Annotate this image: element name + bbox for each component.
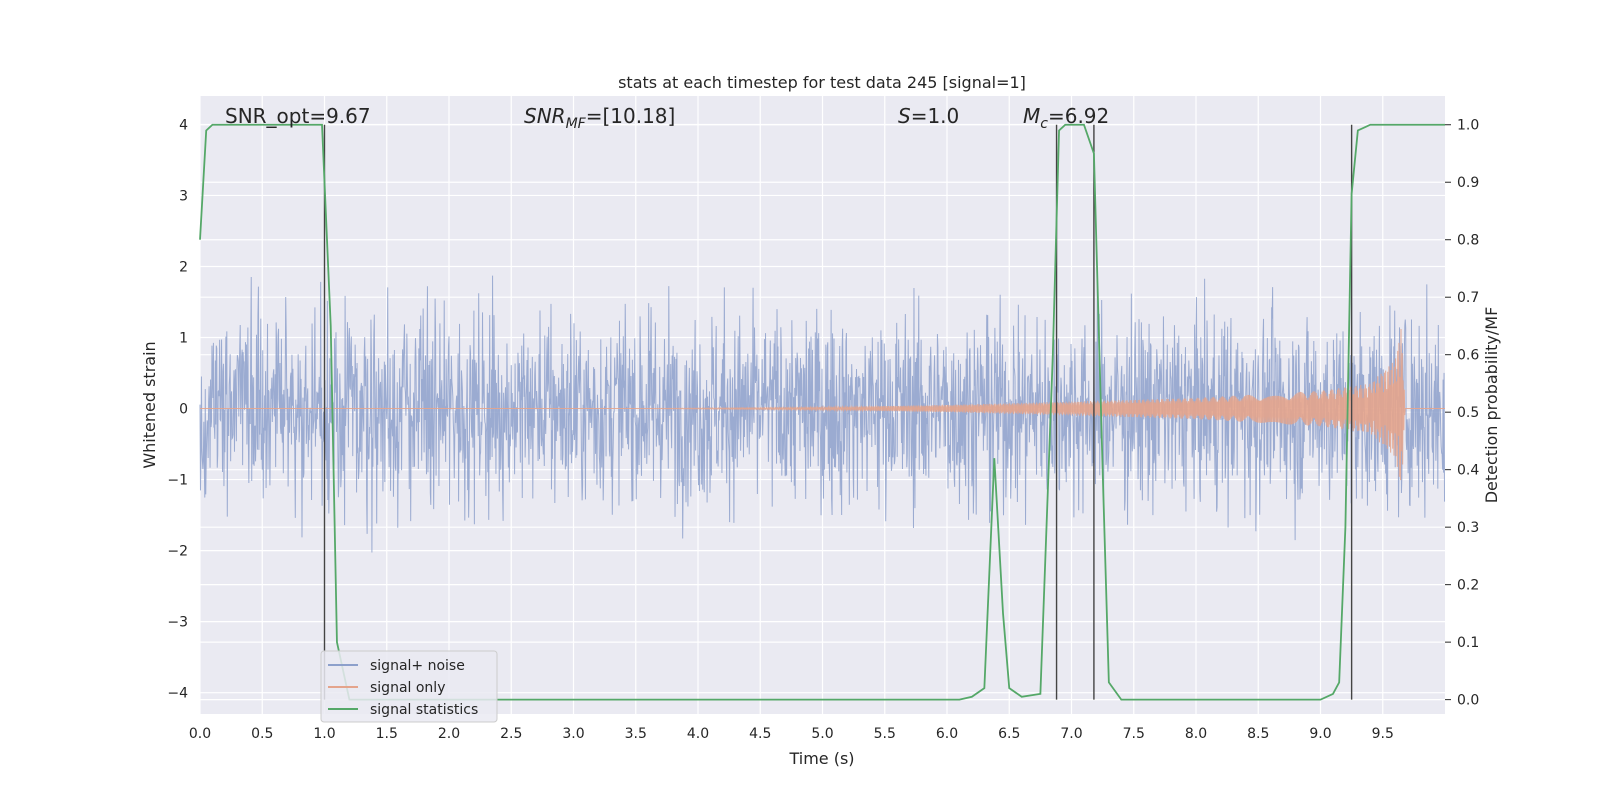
x-tick-label: 5.0 — [811, 726, 833, 742]
y2-tick-label: 0.9 — [1457, 175, 1479, 191]
x-tick-label: 7.5 — [1123, 726, 1145, 742]
legend-label-signal-noise: signal+ noise — [370, 658, 465, 674]
x-tick-label: 3.5 — [625, 726, 647, 742]
y2-tick-label: 0.6 — [1457, 348, 1479, 364]
y-tick-label: −4 — [167, 686, 188, 702]
x-tick-label: 4.5 — [749, 726, 771, 742]
y-tick-label: −3 — [167, 615, 188, 631]
y-tick-label: −2 — [167, 544, 188, 560]
y2-axis-label: Detection probability/MF — [1482, 307, 1501, 504]
chart-title: stats at each timestep for test data 245… — [618, 73, 1026, 92]
annotation-snr-mf: SNRMF=[10.18] — [524, 104, 675, 132]
y-axis-left: 4 3 2 1 0 −1 −2 −3 −4 — [167, 117, 188, 701]
legend-label-signal-only: signal only — [370, 680, 445, 696]
x-tick-label: 9.0 — [1309, 726, 1331, 742]
y-tick-label: 2 — [179, 259, 188, 275]
series-signal-statistics — [199, 123, 1445, 701]
y2-tick-label: 1.0 — [1457, 118, 1479, 134]
x-tick-label: 7.0 — [1060, 726, 1082, 742]
y-axis-label: Whitened strain — [140, 341, 159, 468]
y2-tick-label: 0.7 — [1457, 290, 1479, 306]
x-axis: 0.0 0.5 1.0 1.5 2.0 2.5 3.0 3.5 4.0 4.5 5.0 5.5 6.0 6… — [189, 726, 1394, 742]
y2-tick-label: 0.3 — [1457, 520, 1479, 536]
x-tick-label: 1.5 — [376, 726, 398, 742]
annotation-mc: Mc=6.92 — [1023, 104, 1109, 132]
legend-box — [320, 650, 498, 723]
x-tick-label: 0.0 — [189, 726, 211, 742]
x-tick-label: 5.5 — [874, 726, 896, 742]
y2-tick-label: 0.2 — [1457, 578, 1479, 594]
x-tick-label: 4.0 — [687, 726, 709, 742]
annotations: SNR_opt=9.67 SNRMF=[10.18] S=1.0 Mc=6.92 — [225, 104, 1109, 132]
x-axis-label: Time (s) — [788, 749, 854, 768]
x-tick-label: 2.0 — [438, 726, 460, 742]
y-tick-label: 4 — [179, 117, 188, 133]
y-axis-right: 1.0 0.9 0.8 0.7 0.6 0.5 0.4 0.3 0.2 0.1 0.0 — [1445, 118, 1479, 709]
series-signal-noise — [199, 275, 1446, 553]
x-tick-label: 8.0 — [1185, 726, 1207, 742]
y-tick-label: 3 — [179, 188, 188, 204]
x-tick-label: 0.5 — [251, 726, 273, 742]
y-tick-label: −1 — [167, 473, 188, 489]
legend-label-signal-statistics: signal statistics — [370, 702, 478, 718]
y2-tick-label: 0.5 — [1457, 405, 1479, 421]
x-tick-label: 3.0 — [562, 726, 584, 742]
x-tick-label: 1.0 — [313, 726, 335, 742]
y-tick-label: 1 — [179, 331, 188, 347]
y2-tick-label: 0.1 — [1457, 635, 1479, 651]
y2-tick-label: 0.8 — [1457, 233, 1479, 249]
x-tick-label: 8.5 — [1247, 726, 1269, 742]
x-tick-label: 6.0 — [936, 726, 958, 742]
annotation-snr-opt: SNR_opt=9.67 — [225, 104, 371, 128]
x-tick-label: 6.5 — [998, 726, 1020, 742]
x-tick-label: 2.5 — [500, 726, 522, 742]
y2-tick-label: 0.0 — [1457, 693, 1479, 709]
y-tick-label: 0 — [179, 402, 188, 418]
x-tick-label: 9.5 — [1372, 726, 1394, 742]
legend: signal+ noise signal only signal statist… — [320, 650, 498, 723]
y2-tick-label: 0.4 — [1457, 463, 1479, 479]
annotation-s: S=1.0 — [898, 104, 959, 128]
plot-area — [199, 123, 1446, 701]
series-signal-only — [200, 329, 1445, 481]
